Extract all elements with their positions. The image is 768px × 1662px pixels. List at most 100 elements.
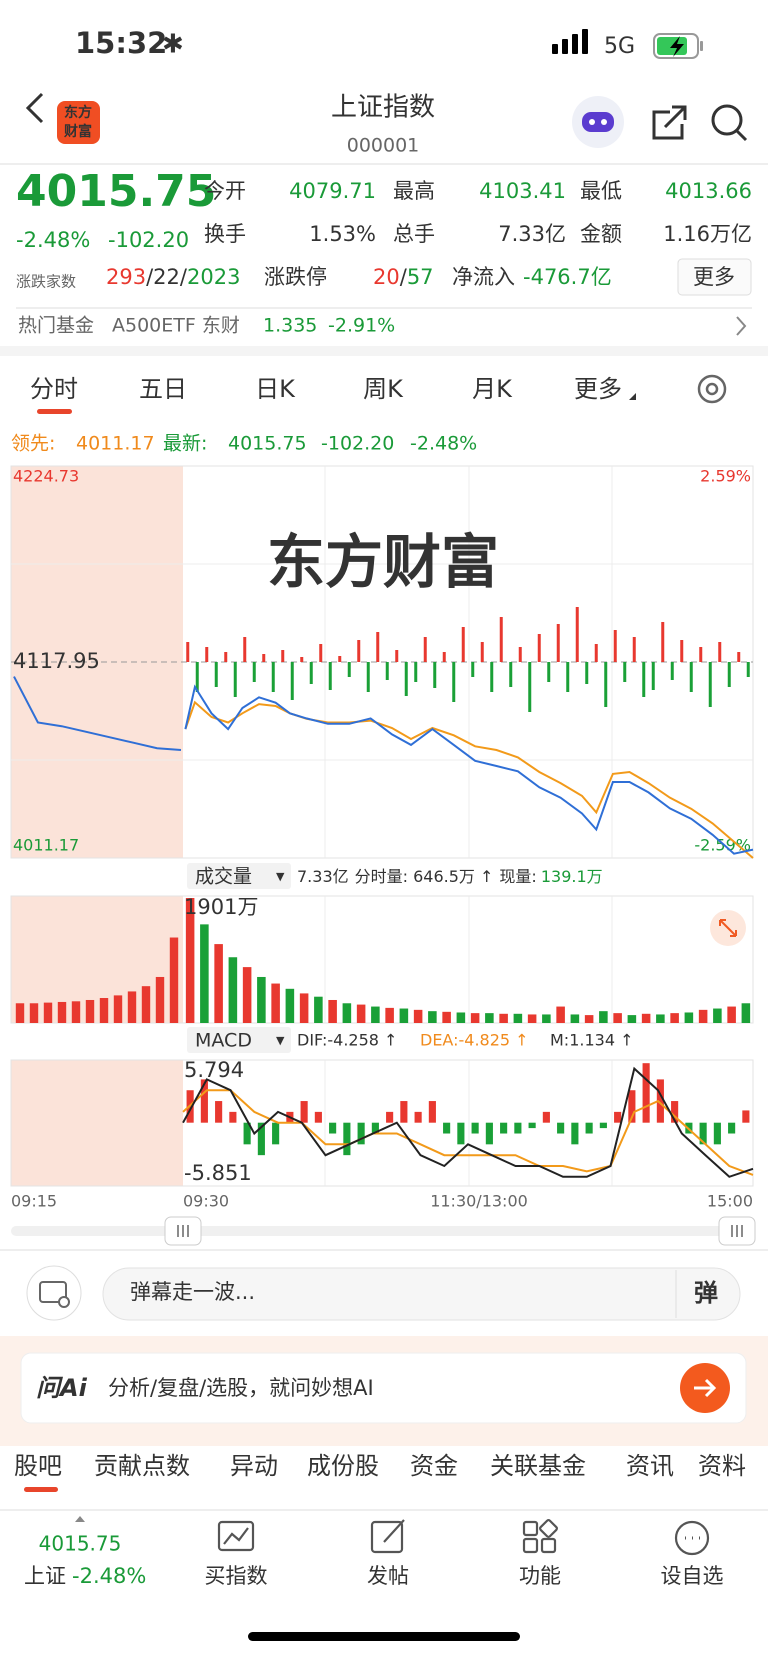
band xyxy=(0,346,768,356)
volume-bar xyxy=(499,1013,508,1023)
share-icon[interactable] xyxy=(652,105,687,140)
ai-prompt: 分析/复盘/选股，就问妙想AI xyxy=(108,1376,374,1400)
time-label: 11:30/13:00 xyxy=(430,1192,528,1211)
macd-bar xyxy=(314,1111,322,1123)
flow-bar xyxy=(471,662,475,677)
fund-change: -2.91% xyxy=(328,315,395,337)
tab[interactable]: 月K xyxy=(472,375,513,403)
volume-bar xyxy=(200,924,209,1023)
slider-handle[interactable] xyxy=(718,1216,756,1246)
volume-bar xyxy=(371,1006,380,1023)
flow-bar xyxy=(385,662,389,680)
time-label: 15:00 xyxy=(707,1192,753,1211)
indicator-select[interactable] xyxy=(187,863,291,889)
comment-placeholder: 弹幕走一波... xyxy=(130,1280,255,1304)
search-icon[interactable] xyxy=(711,104,748,142)
network: 5G xyxy=(604,34,635,59)
volume-bar xyxy=(257,976,266,1023)
indicator-select[interactable] xyxy=(187,1027,291,1053)
sub-tab[interactable]: 异动 xyxy=(230,1452,278,1480)
sub-tab[interactable]: 资讯 xyxy=(626,1452,674,1480)
tab[interactable]: 日K xyxy=(255,375,296,403)
separator: / xyxy=(180,265,188,289)
volume-bar xyxy=(470,1013,480,1023)
home-indicator xyxy=(248,1632,520,1641)
macd-bar xyxy=(528,1122,536,1129)
stat-label: 总手 xyxy=(393,222,435,246)
settings-icon[interactable] xyxy=(697,374,727,404)
flow-bar xyxy=(651,662,655,690)
flow-bar xyxy=(423,637,427,662)
action[interactable]: 发帖 xyxy=(367,1564,409,1588)
action-icons xyxy=(217,1519,710,1556)
flow-bar xyxy=(338,656,342,662)
caret: ▼ xyxy=(276,870,285,883)
back-button[interactable] xyxy=(25,92,44,124)
sub-tab[interactable]: 资金 xyxy=(410,1452,458,1480)
stat-value: 4013.66 xyxy=(665,179,752,203)
flow-bar xyxy=(357,640,361,662)
sub-tab[interactable]: 贡献点数 xyxy=(94,1452,190,1480)
flow-bar xyxy=(604,662,608,707)
tab[interactable]: 五日 xyxy=(139,375,187,403)
macd-bar xyxy=(671,1101,679,1123)
change-pct: -2.48% xyxy=(16,228,90,252)
y-min: 4011.17 xyxy=(13,836,79,855)
expand-icon xyxy=(719,919,737,937)
more-button[interactable] xyxy=(677,258,752,296)
macd-bar xyxy=(329,1122,337,1134)
flow-bar xyxy=(480,642,484,662)
breadth-up: 293 xyxy=(106,265,146,289)
tab[interactable]: 更多 xyxy=(574,375,622,403)
change: -102.20 xyxy=(108,228,189,252)
slider-track xyxy=(11,1226,753,1236)
danmaku-settings[interactable] xyxy=(26,1265,82,1321)
flow-bar xyxy=(328,662,332,690)
volume-bar xyxy=(584,1015,594,1023)
chevron[interactable] xyxy=(736,316,747,336)
chart-marks: 4117.95 1901万 5.794 -5.851 xyxy=(11,607,754,1185)
flow-bar xyxy=(670,662,674,680)
flow-bar xyxy=(499,617,503,662)
slider-handle[interactable] xyxy=(164,1216,202,1246)
volume-bar xyxy=(242,967,252,1023)
action[interactable]: 设自选 xyxy=(661,1564,724,1588)
macd-bar xyxy=(628,1090,636,1123)
flow-bar xyxy=(461,627,465,662)
flow-bar xyxy=(613,630,617,662)
logo-text: 东方 xyxy=(64,104,92,121)
volume-bar xyxy=(627,1015,637,1023)
tab[interactable]: 分时 xyxy=(30,375,78,403)
assistant-icon[interactable] xyxy=(572,96,624,148)
action[interactable]: 功能 xyxy=(519,1564,561,1588)
flow-bar xyxy=(224,652,228,662)
time-label: 09:30 xyxy=(183,1192,229,1211)
action[interactable]: 买指数 xyxy=(205,1564,268,1588)
tab[interactable]: 周K xyxy=(363,375,404,403)
flow-bar xyxy=(252,662,256,682)
macd-bar xyxy=(386,1111,394,1123)
sub-tab[interactable]: 成份股 xyxy=(307,1452,379,1480)
breadth-flat: 22 xyxy=(153,265,180,289)
stat-label: 最低 xyxy=(580,179,622,203)
dif-line xyxy=(182,1066,754,1178)
danmaku-button[interactable]: 弹 xyxy=(694,1279,718,1307)
sub-tab[interactable]: 关联基金 xyxy=(490,1452,586,1480)
ai-send[interactable] xyxy=(680,1363,730,1413)
volume-bar xyxy=(15,1003,25,1023)
status-icon: ✱ xyxy=(162,30,184,60)
flow-bar xyxy=(290,662,294,700)
ai-bar[interactable] xyxy=(20,1352,747,1424)
flow-bar xyxy=(632,637,636,662)
volume-label: 成交量 xyxy=(195,866,252,888)
comment-input[interactable] xyxy=(102,1267,741,1321)
latest-pct: -2.48% xyxy=(410,433,477,455)
volume-bar xyxy=(613,1013,622,1023)
sub-tab[interactable]: 股吧 xyxy=(14,1452,62,1480)
caret xyxy=(75,1516,85,1522)
flow-bar xyxy=(262,654,266,662)
flow-bar xyxy=(727,662,731,687)
flow-bar xyxy=(404,662,408,696)
sub-tab[interactable]: 资料 xyxy=(698,1452,746,1480)
